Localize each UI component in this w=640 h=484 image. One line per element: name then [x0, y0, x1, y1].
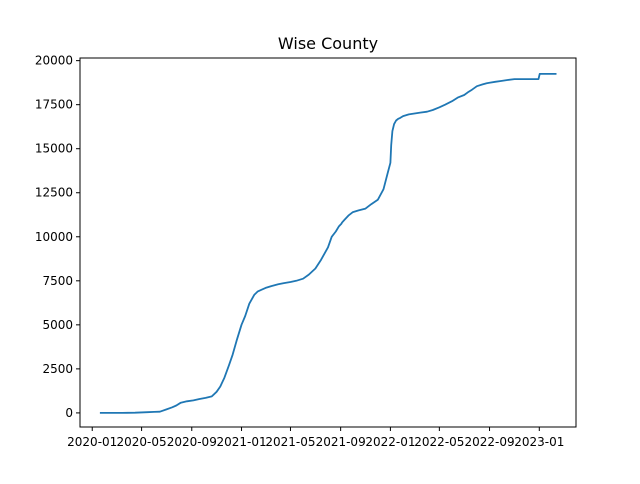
series-line	[99, 73, 557, 414]
chart-title: Wise County	[278, 34, 378, 53]
x-tick-label: 2020-01	[67, 435, 117, 449]
x-tick-label: 2022-01	[365, 435, 415, 449]
y-tick-label: 2500	[42, 362, 73, 376]
y-tick-label: 0	[65, 406, 73, 420]
x-tick-label: 2023-01	[514, 435, 564, 449]
plot-area-frame	[79, 57, 577, 428]
y-tick-label: 17500	[35, 98, 73, 112]
y-tick-label: 10000	[35, 230, 73, 244]
y-axis: 0 2500 5000 7500 10000 12500 15000 17500 20000	[35, 54, 80, 420]
series-layer	[99, 73, 557, 414]
x-tick-label: 2021-05	[265, 435, 315, 449]
y-tick-label: 7500	[42, 274, 73, 288]
y-tick-label: 15000	[35, 142, 73, 156]
x-tick-label: 2021-09	[316, 435, 366, 449]
x-tick-label: 2020-09	[167, 435, 217, 449]
y-tick-label: 12500	[35, 186, 73, 200]
x-tick-label: 2022-09	[464, 435, 514, 449]
y-tick-label: 20000	[35, 54, 73, 68]
x-tick-label: 2020-05	[117, 435, 167, 449]
x-tick-label: 2021-01	[216, 435, 266, 449]
x-tick-label: 2022-05	[414, 435, 464, 449]
y-tick-label: 5000	[42, 318, 73, 332]
